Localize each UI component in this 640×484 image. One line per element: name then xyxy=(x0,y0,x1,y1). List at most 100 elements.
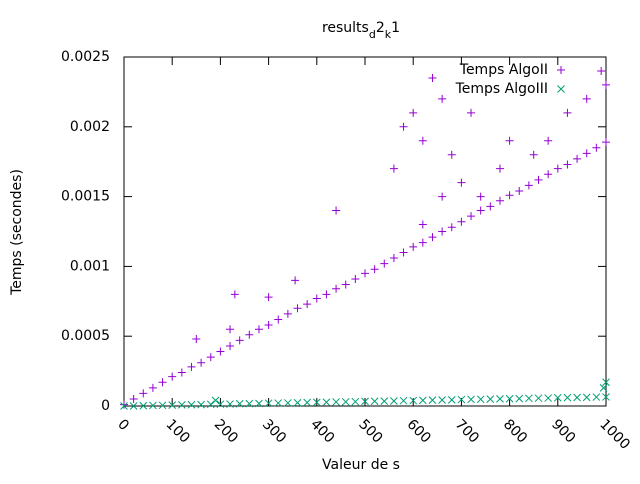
data-point xyxy=(293,398,302,407)
data-point xyxy=(264,293,273,302)
data-point xyxy=(284,399,292,407)
y-tick-label: 0.002 xyxy=(70,119,110,135)
data-point xyxy=(476,192,485,201)
data-point xyxy=(226,341,235,350)
data-point xyxy=(573,154,582,163)
data-point xyxy=(418,238,427,247)
data-point xyxy=(129,395,138,404)
data-point xyxy=(438,396,446,404)
data-point xyxy=(418,220,427,229)
data-point xyxy=(245,330,254,339)
data-point xyxy=(187,400,196,409)
y-tick-label: 0 xyxy=(101,398,110,414)
data-point xyxy=(409,396,418,405)
data-point xyxy=(361,269,369,278)
data-point xyxy=(230,290,239,299)
data-point xyxy=(495,196,504,205)
data-point xyxy=(563,393,572,402)
data-point xyxy=(291,276,300,285)
data-point xyxy=(602,138,610,147)
data-point xyxy=(467,108,476,117)
data-point xyxy=(380,397,389,405)
data-point xyxy=(216,400,225,409)
y-tick-label: 0.0015 xyxy=(61,189,110,205)
data-point xyxy=(120,402,128,410)
title-part: k xyxy=(385,28,392,41)
data-point xyxy=(467,395,475,404)
data-point xyxy=(563,160,572,169)
data-point xyxy=(486,202,495,211)
data-point xyxy=(264,321,273,330)
data-point xyxy=(341,397,350,406)
data-point xyxy=(418,136,427,145)
data-point xyxy=(168,401,177,410)
y-tick-label: 0.001 xyxy=(70,258,110,274)
data-point xyxy=(428,396,437,404)
data-point xyxy=(148,383,157,392)
data-point xyxy=(149,401,157,410)
data-point xyxy=(602,393,610,401)
data-point xyxy=(211,396,220,405)
legend-label: Temps AlgoIII xyxy=(455,81,548,97)
data-point xyxy=(544,394,553,402)
data-point xyxy=(389,254,398,263)
data-point xyxy=(206,353,215,362)
data-point xyxy=(534,394,543,403)
data-point xyxy=(428,73,437,82)
data-point xyxy=(168,372,177,381)
data-point xyxy=(332,284,341,293)
data-point xyxy=(120,400,128,409)
data-point xyxy=(592,393,601,401)
data-point xyxy=(303,300,312,309)
data-point xyxy=(582,149,591,158)
data-point xyxy=(563,108,572,117)
data-point xyxy=(529,150,538,159)
data-point xyxy=(139,389,148,398)
data-point xyxy=(380,259,389,268)
data-point xyxy=(129,402,138,410)
data-point xyxy=(553,164,562,173)
data-point xyxy=(399,396,408,405)
data-point xyxy=(370,265,379,274)
data-point xyxy=(457,395,466,404)
title-part: results xyxy=(322,20,369,36)
data-point xyxy=(226,400,234,408)
data-point xyxy=(525,394,533,403)
data-point xyxy=(177,368,186,377)
data-point xyxy=(197,400,205,409)
data-point xyxy=(312,294,321,303)
data-point xyxy=(438,227,447,236)
data-point xyxy=(255,399,263,408)
data-point xyxy=(139,401,148,410)
data-point xyxy=(390,397,398,405)
data-point xyxy=(486,395,495,404)
data-point xyxy=(447,150,456,159)
data-point xyxy=(245,399,254,408)
data-point xyxy=(515,187,524,196)
data-point xyxy=(283,309,292,318)
data-point xyxy=(332,206,341,215)
data-point xyxy=(553,393,562,402)
legend-marker xyxy=(557,66,565,74)
data-point xyxy=(158,401,167,410)
data-point xyxy=(447,396,456,404)
data-point xyxy=(254,325,263,334)
data-point xyxy=(322,398,331,407)
data-point xyxy=(389,164,398,173)
data-point xyxy=(505,136,514,145)
data-point xyxy=(476,395,485,404)
data-point xyxy=(602,80,610,89)
data-point xyxy=(476,206,485,215)
data-point xyxy=(495,164,504,173)
data-point xyxy=(274,315,283,324)
data-point xyxy=(467,212,476,221)
data-point xyxy=(582,393,591,402)
data-point xyxy=(158,378,167,387)
data-point xyxy=(409,108,418,117)
data-point xyxy=(192,334,201,343)
data-point xyxy=(524,181,533,190)
data-point xyxy=(370,397,379,406)
data-point xyxy=(418,396,427,405)
